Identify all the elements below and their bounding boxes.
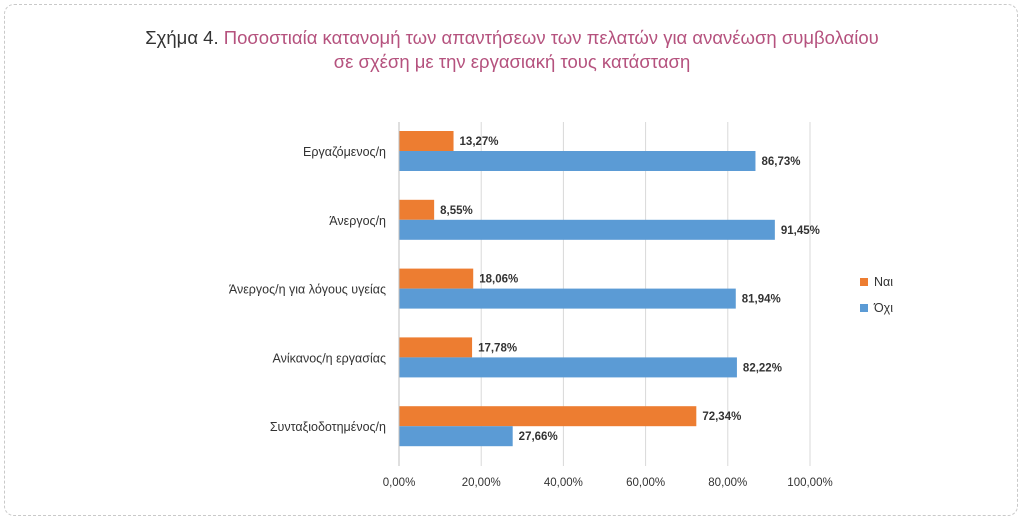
data-label: 27,66% — [519, 431, 558, 443]
bar — [399, 406, 697, 427]
bar — [399, 219, 775, 240]
bar — [399, 337, 473, 358]
legend-swatch — [860, 278, 868, 286]
bar — [399, 288, 736, 309]
category-label: Άνεργος/η — [329, 214, 386, 228]
figure-title-line1: Ποσοστιαία κατανομή των απαντήσεων των π… — [223, 27, 879, 48]
data-label: 18,06% — [479, 274, 518, 286]
category-label: Συνταξιοδοτημένος/η — [270, 420, 386, 434]
x-tick-label: 80,00% — [708, 477, 747, 489]
data-label: 72,34% — [702, 411, 741, 423]
category-label: Εργαζόμενος/η — [303, 145, 386, 159]
figure-title: Σχήμα 4. Ποσοστιαία κατανομή των απαντήσ… — [0, 26, 1024, 74]
legend-swatch — [860, 304, 868, 312]
x-tick-label: 0,00% — [383, 477, 416, 489]
data-label: 91,45% — [781, 225, 820, 237]
data-label: 8,55% — [440, 205, 473, 217]
bar — [399, 199, 435, 220]
x-tick-label: 60,00% — [626, 477, 665, 489]
bar — [399, 151, 756, 171]
data-label: 13,27% — [460, 136, 499, 148]
data-label: 17,78% — [478, 342, 517, 354]
bar — [399, 426, 513, 447]
legend-label: Όχι — [873, 301, 893, 315]
legend-label: Ναι — [874, 275, 893, 289]
category-label: Ανίκανος/η εργασίας — [273, 351, 387, 365]
x-tick-label: 40,00% — [544, 477, 583, 489]
x-tick-label: 20,00% — [462, 477, 501, 489]
category-label: Άνεργος/η για λόγους υγείας — [229, 283, 386, 297]
data-label: 81,94% — [742, 294, 781, 306]
data-label: 82,22% — [743, 362, 782, 374]
x-tick-label: 100,00% — [787, 477, 832, 489]
data-label: 86,73% — [761, 156, 800, 168]
bar — [399, 357, 737, 378]
bar — [399, 131, 454, 151]
figure-frame — [4, 4, 1018, 516]
figure-title-line2: σε σχέση με την εργασιακή τους κατάσταση — [333, 51, 691, 72]
bar — [399, 268, 474, 289]
figure-number: Σχήμα 4. — [145, 27, 219, 48]
